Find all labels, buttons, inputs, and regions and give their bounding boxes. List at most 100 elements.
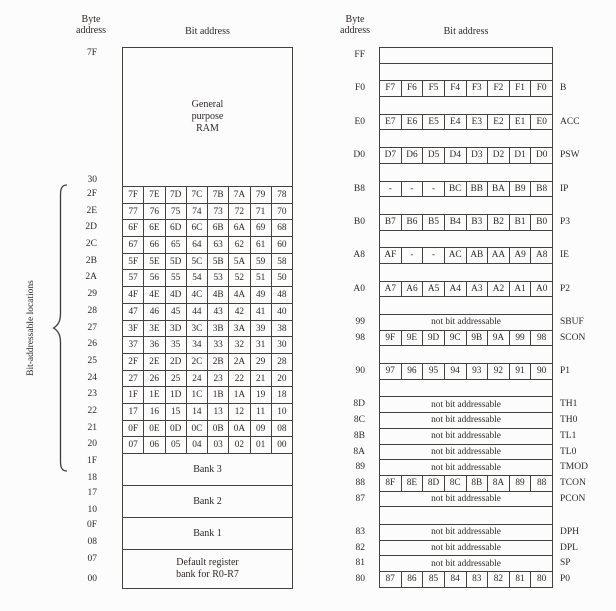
sfr-gap-row (320, 130, 616, 148)
bit-address-cell: - (422, 247, 445, 264)
sfr-gap-row (320, 297, 616, 314)
bit-address-cell: B4 (443, 213, 467, 231)
bit-address-cells: 6F 6E 6D 6C 6B 6A 69 68 (122, 219, 293, 238)
bit-address-cell: 9D (422, 329, 445, 347)
bit-address-cell: 48 (270, 286, 293, 304)
bit-address-cell: 9F (379, 329, 402, 347)
bit-address-cell: 12 (228, 402, 251, 421)
bit-address-cell: 35 (164, 336, 187, 354)
bit-address-cell: B6 (400, 213, 424, 231)
bit-address-cell: 38 (270, 319, 293, 338)
sfr-row: B0 B7 B6 B5 B4 B3 B2 B1 B0 P3 (320, 213, 616, 231)
ram-bit-row: 28 47 46 45 44 43 42 41 40 (47, 302, 293, 321)
byte-address-label (320, 197, 365, 214)
general-purpose-ram-box: General purpose RAM (122, 47, 293, 187)
bit-address-cell: B8 (530, 180, 553, 198)
bit-address-cell: 60 (270, 236, 293, 254)
bit-address-cell: 29 (249, 352, 272, 371)
not-bit-addressable-text: not bit addressable (431, 462, 501, 473)
bit-address-cell: 4D (164, 286, 187, 304)
bit-address-cell: F2 (487, 80, 510, 98)
bit-address-cell: 31 (249, 336, 272, 354)
bit-address-cell: 57 (122, 269, 145, 288)
sfr-gap-row (320, 97, 616, 114)
ram-bit-row: 2A 57 56 55 54 53 52 51 50 (47, 269, 293, 288)
byte-address-label: B0 (353, 216, 365, 227)
register-name: P0 (560, 574, 571, 584)
byte-address-label (320, 231, 365, 248)
sfr-box-E0: E7 E6 E5 E4 E3 E2 E1 E0 (379, 113, 553, 131)
bit-address-cell: 51 (249, 269, 272, 288)
sfr-row: 8D not bit addressable TH1 (320, 396, 616, 414)
bit-address-cell: 6C (185, 219, 208, 238)
bit-address-cell: 61 (249, 236, 272, 254)
byte-address-label: 07 (87, 554, 98, 564)
register-banks: 1F 18 Bank 3 17 10 Bank 2 0F 08 Bank 1 0… (47, 453, 293, 589)
bit-address-cell: 28 (270, 352, 293, 371)
bit-address-cell: 36 (143, 336, 166, 354)
bank-label-line: Bank 1 (193, 527, 222, 539)
bit-address-cell: 62 (228, 236, 251, 254)
bit-address-cell: 76 (143, 202, 166, 221)
sfr-row: E0 E7 E6 E5 E4 E3 E2 E1 E0 ACC (320, 113, 616, 131)
bit-address-cells: 07 06 05 04 03 02 01 00 (122, 436, 293, 454)
sfr-box-A8: AF - - AC AB AA A9 A8 (379, 247, 553, 264)
sfr-box-B0: B7 B6 B5 B4 B3 B2 B1 B0 (379, 213, 553, 231)
bit-address-cell: 33 (207, 336, 230, 354)
bit-address-cell: 0E (143, 419, 166, 438)
register-name (560, 297, 616, 314)
bit-address-cell: E3 (465, 113, 489, 131)
sfr-gap-row (320, 197, 616, 214)
sfr-box-8D: not bit addressable (379, 396, 553, 414)
bit-address-cell: BB (465, 180, 489, 198)
byte-address-label: 89 (355, 462, 366, 473)
bit-address-cell: 77 (122, 202, 145, 221)
bit-address-cell: 49 (249, 286, 272, 304)
not-bit-addressable-text: not bit addressable (431, 542, 501, 553)
register-name: TL1 (560, 430, 577, 441)
register-name (560, 64, 616, 81)
byte-address-header: Byte address (324, 14, 386, 36)
bit-address-cell: 6F (122, 219, 145, 238)
sfr-box-gap (379, 197, 553, 214)
bit-address-cell: 58 (270, 252, 293, 271)
sfr-box-D0: D7 D6 D5 D4 D3 D2 D1 D0 (379, 147, 553, 164)
bit-address-cell: 5E (143, 252, 166, 271)
bit-address-cell: 43 (207, 302, 230, 321)
bit-address-cell: 2D (164, 352, 187, 371)
byte-address-label: 80 (355, 574, 366, 584)
sfr-box-gap (379, 63, 553, 81)
bit-address-cell: BC (443, 180, 467, 198)
byte-address-label: 18 (87, 472, 98, 483)
sfr-box-F0: F7 F6 F5 F4 F3 F2 F1 F0 (379, 80, 553, 98)
register-bank-row: 07 00 Default register bank for R0-R7 (47, 549, 293, 589)
byte-address-label: A0 (353, 283, 365, 294)
ram-bit-row: 23 1F 1E 1D 1C 1B 1A 19 18 (47, 386, 293, 404)
register-name: SP (560, 558, 571, 569)
gp-ram-text: RAM (196, 123, 219, 134)
not-bit-addressable-text: not bit addressable (431, 493, 501, 504)
byte-address-label: 27 (87, 322, 98, 333)
bit-address-cell: 3F (122, 319, 145, 338)
bit-address-cell: 08 (270, 419, 293, 438)
not-bit-addressable-text: not bit addressable (431, 399, 501, 410)
bit-address-cell: 1B (207, 386, 230, 404)
byte-address-label: E0 (354, 116, 365, 127)
bit-address-cell: 10 (270, 402, 293, 421)
ram-bit-row: 21 0F 0E 0D 0C 0B 0A 09 08 (47, 419, 293, 438)
byte-address-label: 8C (353, 415, 365, 426)
bit-address-cell: 92 (487, 363, 510, 380)
bit-address-cell: 52 (228, 269, 251, 288)
byte-address-labels: 1F 18 (47, 453, 97, 486)
bit-address-cell: 75 (164, 202, 187, 221)
sfr-box-98: 9F 9E 9D 9C 9B 9A 99 98 (379, 329, 553, 347)
byte-address-label: 88 (355, 477, 366, 488)
register-name: IE (560, 250, 569, 261)
sfr-box-81: not bit addressable (379, 555, 553, 572)
bit-address-cell: B9 (508, 180, 532, 198)
bit-address-cell: 01 (249, 436, 272, 454)
bit-address-cell: 9B (465, 329, 489, 347)
bit-address-cells: 5F 5E 5D 5C 5B 5A 59 58 (122, 252, 293, 271)
sfr-gap-row (320, 263, 616, 281)
bit-address-cell: E2 (487, 113, 510, 131)
